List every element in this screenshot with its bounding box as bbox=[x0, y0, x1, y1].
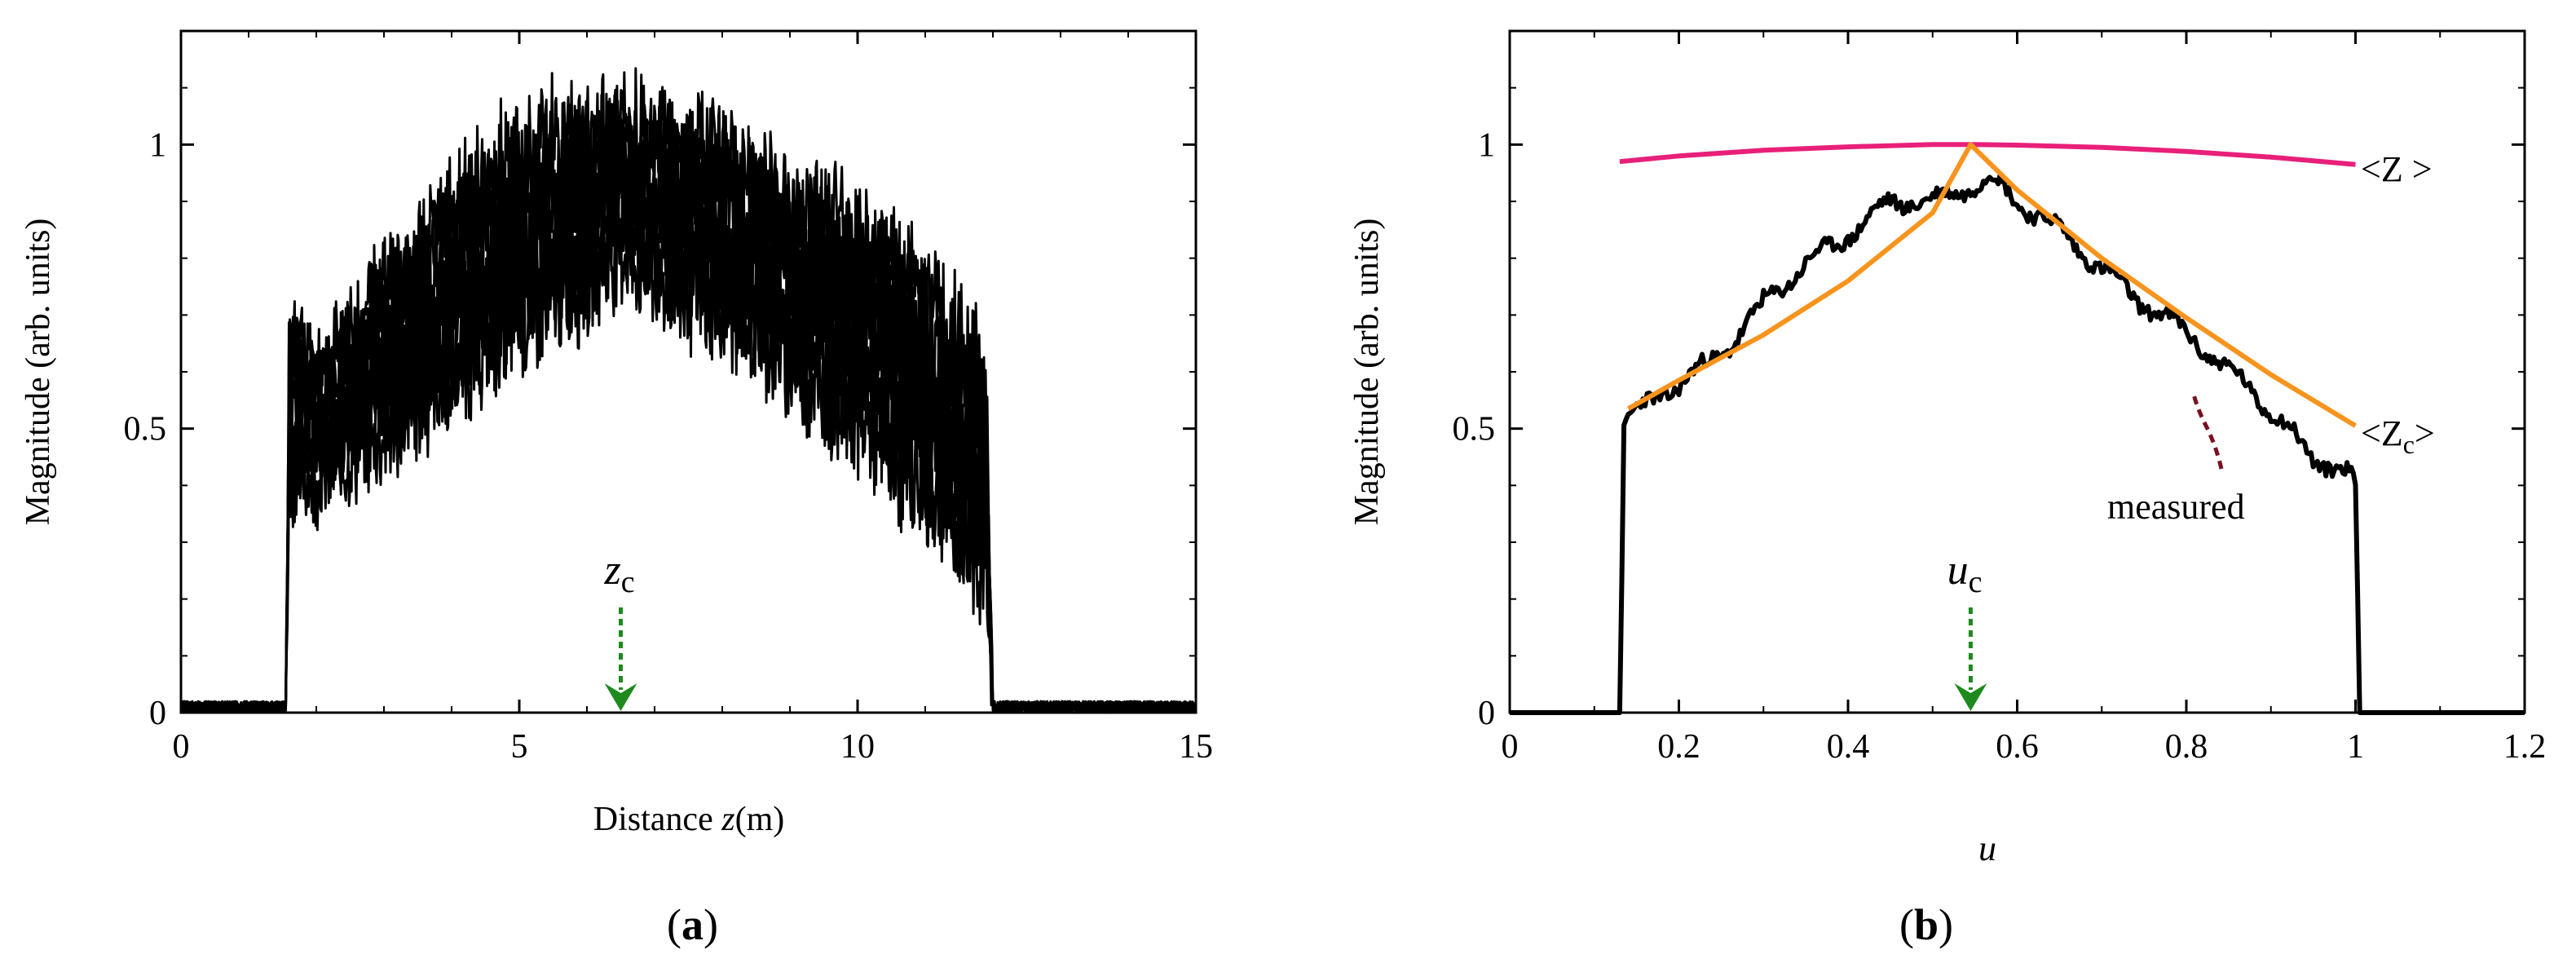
panel-a-zc-label: zc bbox=[603, 547, 634, 599]
panel-b-plot-frame bbox=[1508, 29, 2526, 714]
panel-b-measured-pointer bbox=[2190, 391, 2224, 470]
panel-b-x-tick-label: 0.8 bbox=[2165, 728, 2208, 766]
panel-b-data-marks bbox=[1509, 142, 2525, 715]
panel-b-y-tick-label: 1 bbox=[1478, 126, 1495, 164]
panel-a-ticks: 0 5 10 15 0 0.5 1 bbox=[124, 30, 1213, 766]
panel-b-uc-label: uc bbox=[1947, 547, 1983, 599]
panel-a-trace bbox=[180, 67, 1197, 714]
panel-b-uc-arrow bbox=[1954, 607, 1987, 711]
panel-a-y-tick-label: 0.5 bbox=[124, 411, 167, 448]
panel-b-zc-series-label: <Zc> bbox=[2361, 413, 2435, 459]
panel-a-data-marks bbox=[179, 67, 1197, 714]
panel-b-x-tick-label: 0.4 bbox=[1827, 728, 1870, 766]
panel-b-caption: (b) bbox=[1899, 900, 1954, 949]
panel-b-chart: 0 0.2 0.4 0.6 0.8 1 1.2 0 0.5 1 Magnitude (arb. u… bbox=[1348, 29, 2547, 868]
panel-b-y-axis-label: Magnitude (arb. units) bbox=[1348, 219, 1386, 526]
panel-a-x-tick-label: 15 bbox=[1179, 728, 1213, 766]
panel-a-x-tick-label: 5 bbox=[511, 728, 528, 766]
panel-b-uc-arrow-head bbox=[1954, 683, 1987, 711]
panel-b-x-tick-label: 0.6 bbox=[1996, 728, 2039, 766]
panel-b-z-line bbox=[1619, 142, 2356, 167]
panel-a-zc-arrow bbox=[604, 607, 637, 711]
panel-a-zc-arrow-head bbox=[604, 683, 637, 711]
panel-a-y-axis-label: Magnitude (arb. units) bbox=[20, 219, 57, 526]
panel-b-zc-line bbox=[1626, 142, 2358, 428]
panel-b-y-tick-label: 0 bbox=[1478, 695, 1495, 732]
panel-b-x-axis-label: u bbox=[1978, 828, 1996, 868]
panel-a-y-tick-label: 0 bbox=[149, 695, 166, 732]
panel-a-x-tick-label: 10 bbox=[840, 728, 875, 766]
panel-b-measured-line bbox=[1509, 172, 2525, 715]
panel-b-x-tick-label: 0 bbox=[1502, 728, 1519, 766]
panel-a-y-tick-label: 1 bbox=[149, 126, 166, 164]
panel-b-ticks: 0 0.2 0.4 0.6 0.8 1 1.2 0 0.5 1 bbox=[1453, 30, 2547, 766]
panel-b-y-tick-label: 0.5 bbox=[1453, 411, 1496, 448]
panel-a-chart: 0 5 10 15 0 0.5 1 Magnitude (arb. units) Dista… bbox=[20, 29, 1213, 838]
panel-b-z-series-label: <Z > bbox=[2361, 149, 2433, 189]
panel-a-caption: (a) bbox=[667, 900, 718, 949]
panel-a-x-tick-label: 0 bbox=[173, 728, 190, 766]
panel-b-x-tick-label: 1.2 bbox=[2503, 728, 2547, 766]
panel-b-measured-label: measured bbox=[2107, 487, 2245, 527]
panel-b-x-tick-label: 0.2 bbox=[1657, 728, 1700, 766]
panel-a-x-axis-label: Distance z(m) bbox=[593, 801, 784, 838]
panel-b-x-tick-label: 1 bbox=[2347, 728, 2364, 766]
